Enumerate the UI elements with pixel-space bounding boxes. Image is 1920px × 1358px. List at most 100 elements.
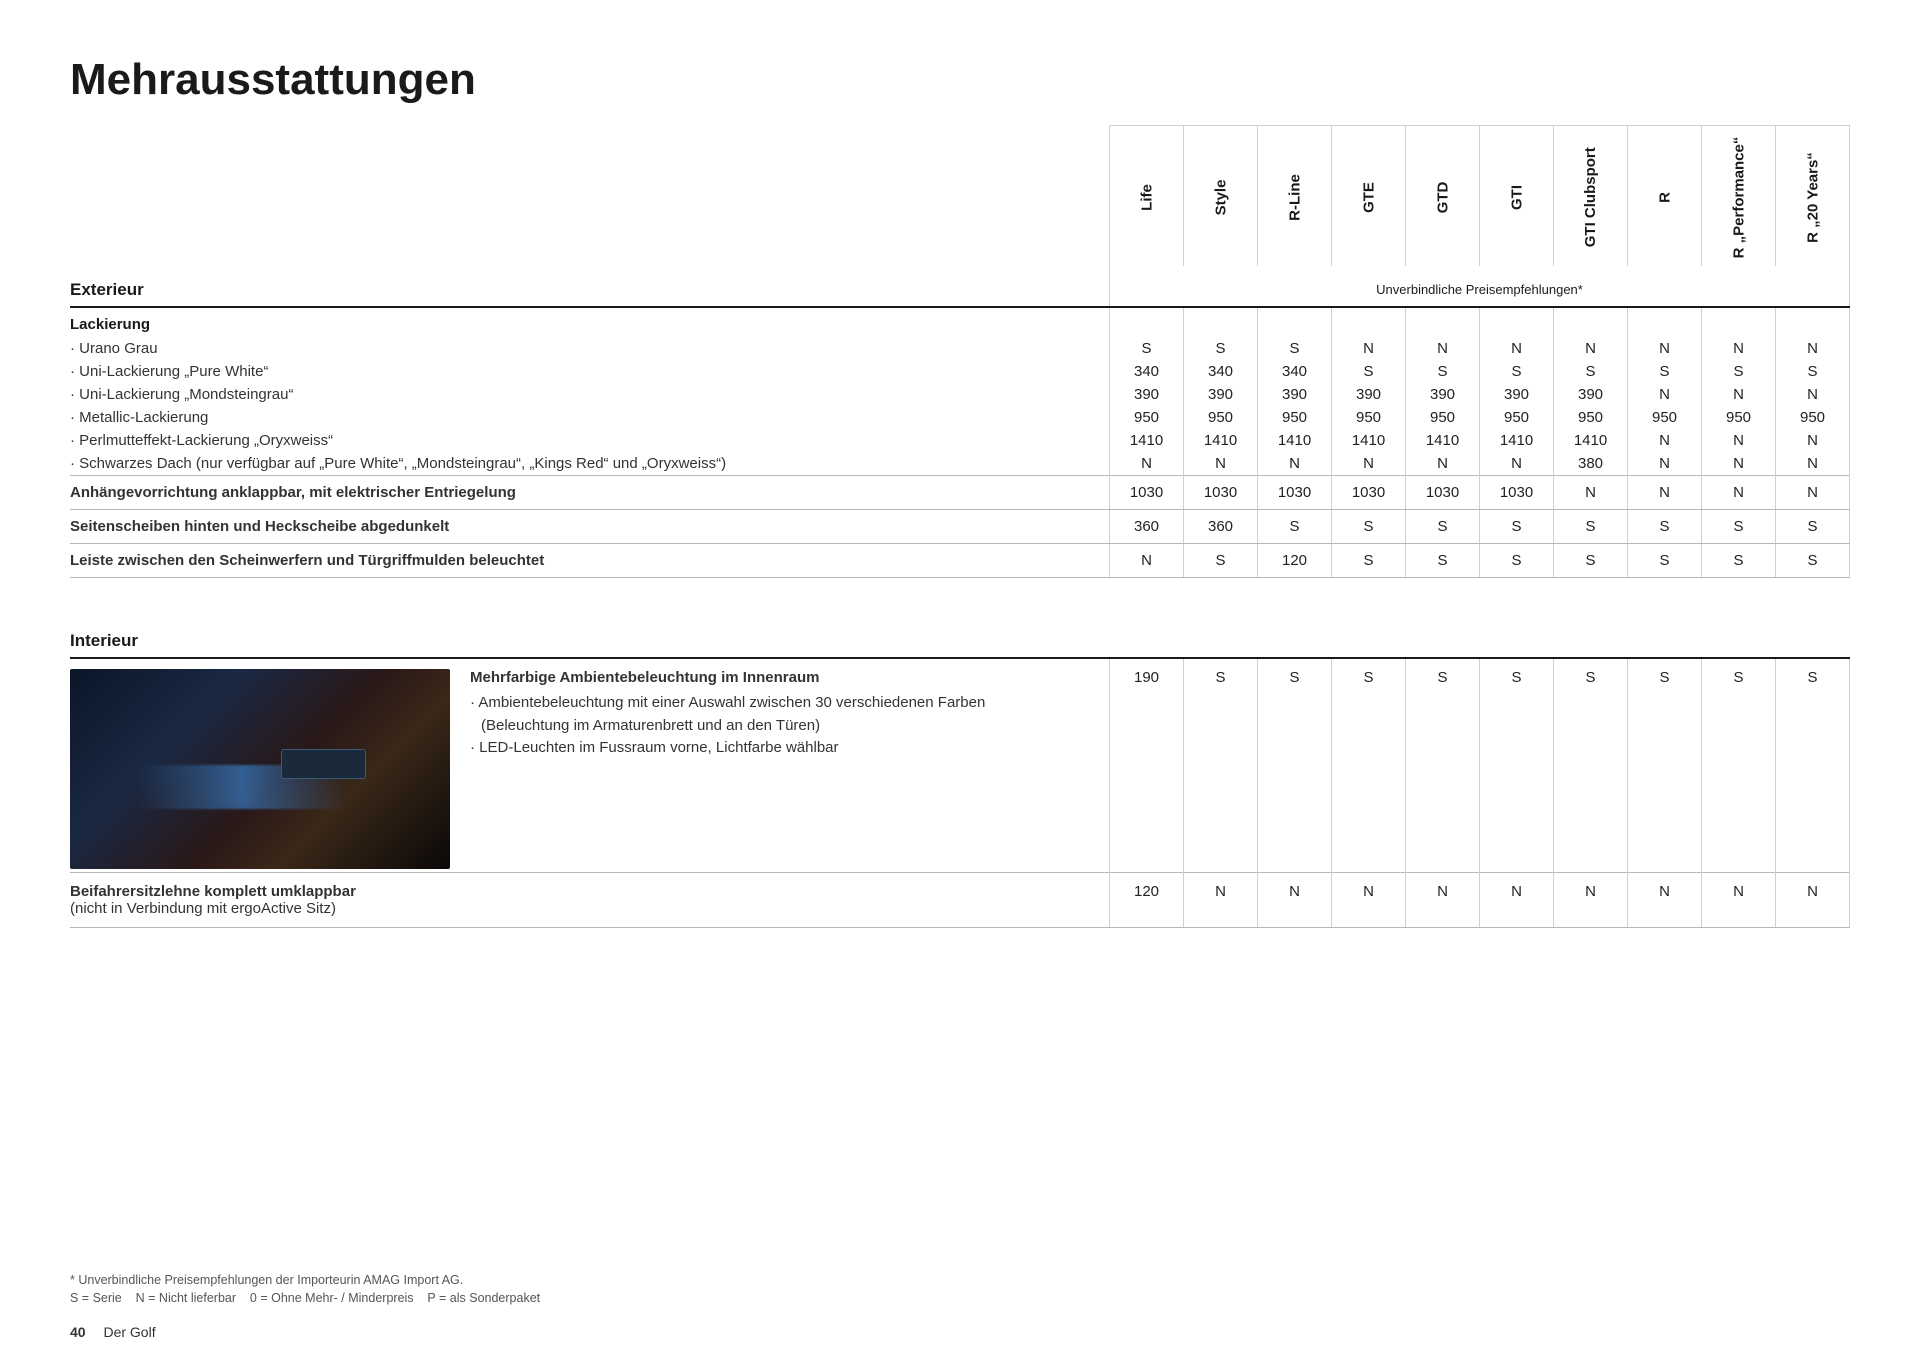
price-cell: 380 [1554, 452, 1628, 476]
price-cell: S [1258, 509, 1332, 543]
price-cell: 390 [1554, 383, 1628, 406]
empty-cell [1702, 307, 1776, 337]
row-ambient: Mehrfarbige Ambientebeleuchtung im Innen… [70, 658, 1850, 873]
price-cell: S [1480, 360, 1554, 383]
price-cell: S [1406, 658, 1480, 873]
row-leiste: Leiste zwischen den Scheinwerfern und Tü… [70, 543, 1850, 577]
price-cell: 1410 [1554, 429, 1628, 452]
row-label: Leiste zwischen den Scheinwerfern und Tü… [70, 543, 1110, 577]
price-cell: 340 [1184, 360, 1258, 383]
price-cell: 1410 [1406, 429, 1480, 452]
row-label: Uni-Lackierung „Mondsteingrau“ [70, 383, 1110, 406]
empty-cell [1406, 307, 1480, 337]
price-cell: N [1776, 337, 1850, 360]
price-cell: S [1406, 543, 1480, 577]
equipment-table: Life Style R-Line GTE GTD GTI GTI Clubsp… [70, 125, 1850, 928]
price-cell: S [1628, 658, 1702, 873]
price-cell: S [1258, 337, 1332, 360]
table-row: Schwarzes Dach (nur verfügbar auf „Pure … [70, 452, 1850, 476]
table-row: Uni-Lackierung „Mondsteingrau“3903903903… [70, 383, 1850, 406]
price-cell: 950 [1554, 406, 1628, 429]
col-r-20years: R „20 Years“ [1776, 126, 1850, 266]
col-rline: R-Line [1258, 126, 1332, 266]
price-cell: S [1776, 509, 1850, 543]
price-cell: N [1628, 452, 1702, 476]
price-cell: 1410 [1110, 429, 1184, 452]
col-gte: GTE [1332, 126, 1406, 266]
price-cell: S [1628, 360, 1702, 383]
price-cell: 950 [1406, 406, 1480, 429]
empty-cell [1258, 307, 1332, 337]
price-cell: S [1554, 543, 1628, 577]
ambient-feature-block: Mehrfarbige Ambientebeleuchtung im Innen… [450, 669, 985, 869]
price-cell: N [1776, 475, 1850, 509]
interior-image [70, 669, 450, 869]
price-cell: N [1110, 543, 1184, 577]
footnotes: * Unverbindliche Preisempfehlungen der I… [70, 1271, 540, 1309]
price-cell: N [1628, 337, 1702, 360]
price-cell: S [1702, 658, 1776, 873]
price-cell: N [1332, 337, 1406, 360]
ambient-line: (Beleuchtung im Armaturenbrett und an de… [470, 715, 985, 738]
price-cell: N [1480, 873, 1554, 928]
price-cell: S [1332, 543, 1406, 577]
price-cell: S [1406, 360, 1480, 383]
price-cell: N [1628, 429, 1702, 452]
price-cell: 390 [1258, 383, 1332, 406]
row-label: Urano Grau [70, 337, 1110, 360]
beifahrer-main: Beifahrersitzlehne komplett umklappbar [70, 883, 1109, 900]
price-cell: 390 [1480, 383, 1554, 406]
price-cell: N [1628, 475, 1702, 509]
price-cell: 360 [1184, 509, 1258, 543]
price-cell: S [1628, 509, 1702, 543]
price-cell: N [1554, 873, 1628, 928]
page-title: Mehrausstattungen [70, 55, 1850, 105]
price-cell: 1030 [1332, 475, 1406, 509]
table-row: Uni-Lackierung „Pure White“340340340SSSS… [70, 360, 1850, 383]
column-header-row: Life Style R-Line GTE GTD GTI GTI Clubsp… [70, 126, 1850, 266]
row-label: Seitenscheiben hinten und Heckscheibe ab… [70, 509, 1110, 543]
table-row: Metallic-Lackierung950950950950950950950… [70, 406, 1850, 429]
price-cell: 1030 [1184, 475, 1258, 509]
price-cell: S [1776, 658, 1850, 873]
empty-cell [1628, 307, 1702, 337]
price-cell: N [1776, 383, 1850, 406]
price-cell: S [1406, 509, 1480, 543]
price-cell: N [1628, 383, 1702, 406]
price-cell: 1030 [1480, 475, 1554, 509]
price-cell: N [1332, 873, 1406, 928]
col-life: Life [1110, 126, 1184, 266]
price-cell: 390 [1406, 383, 1480, 406]
col-style: Style [1184, 126, 1258, 266]
price-cell: N [1332, 452, 1406, 476]
price-cell: N [1702, 337, 1776, 360]
price-cell: 950 [1776, 406, 1850, 429]
price-hint: Unverbindliche Preisempfehlungen* [1110, 266, 1850, 307]
price-cell: 390 [1332, 383, 1406, 406]
row-scheiben: Seitenscheiben hinten und Heckscheibe ab… [70, 509, 1850, 543]
group-lackierung: Lackierung [70, 307, 1850, 337]
col-r-performance: R „Performance“ [1702, 126, 1776, 266]
price-cell: S [1332, 509, 1406, 543]
equipment-table-wrap: Life Style R-Line GTE GTD GTI GTI Clubsp… [70, 125, 1850, 928]
price-cell: 1030 [1110, 475, 1184, 509]
row-beifahrer: Beifahrersitzlehne komplett umklappbar (… [70, 873, 1850, 928]
price-cell: S [1776, 543, 1850, 577]
ambient-line: Ambientebeleuchtung mit einer Auswahl zw… [470, 692, 985, 715]
price-cell: N [1480, 452, 1554, 476]
price-cell: N [1702, 475, 1776, 509]
price-cell: N [1406, 873, 1480, 928]
beifahrer-sub: (nicht in Verbindung mit ergoActive Sitz… [70, 900, 1109, 917]
table-row: Urano GrauSSSNNNNNNN [70, 337, 1850, 360]
price-cell: N [1406, 337, 1480, 360]
empty-cell [1110, 307, 1184, 337]
group-lackierung-label: Lackierung [70, 307, 1110, 337]
price-cell: N [1702, 429, 1776, 452]
price-cell: N [1406, 452, 1480, 476]
row-label: Uni-Lackierung „Pure White“ [70, 360, 1110, 383]
col-gtd: GTD [1406, 126, 1480, 266]
price-cell: 190 [1110, 658, 1184, 873]
price-cell: N [1776, 873, 1850, 928]
price-cell: 950 [1184, 406, 1258, 429]
price-cell: N [1258, 873, 1332, 928]
